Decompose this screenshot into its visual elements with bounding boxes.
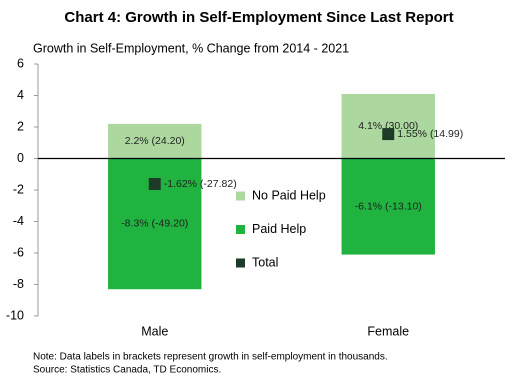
legend-swatch — [236, 258, 245, 268]
data-label: -6.1% (-13.10) — [355, 200, 422, 212]
y-tick-label: -6 — [13, 245, 24, 259]
legend-swatch — [236, 191, 245, 201]
x-tick-label: Female — [367, 324, 409, 338]
data-label: 4.1% (30.00) — [358, 120, 418, 132]
note: Note: Data labels in brackets represent … — [33, 352, 388, 363]
total-marker — [148, 178, 161, 191]
y-tick-label: 4 — [17, 88, 24, 102]
total-marker — [382, 128, 395, 141]
y-tick-label: -4 — [13, 214, 24, 228]
legend-label: No Paid Help — [252, 188, 326, 202]
y-tick-label: -8 — [13, 277, 24, 291]
data-label: -1.62% (-27.82) — [164, 178, 237, 190]
data-label: -8.3% (-49.20) — [121, 218, 188, 230]
x-tick-label: Male — [141, 324, 168, 338]
chart-title: Chart 4: Growth in Self-Employment Since… — [64, 9, 453, 26]
data-label: 1.55% (14.99) — [397, 128, 463, 140]
y-tick-label: -10 — [6, 308, 24, 322]
bar-segment — [341, 158, 435, 255]
y-tick-label: 0 — [17, 151, 24, 165]
legend-label: Paid Help — [252, 222, 306, 236]
y-tick-label: -2 — [13, 182, 24, 196]
chart-subtitle: Growth in Self-Employment, % Change from… — [33, 41, 349, 55]
bar-segment — [108, 123, 202, 159]
y-tick-label: 6 — [17, 56, 24, 70]
bar-segment — [341, 93, 435, 159]
legend-swatch — [236, 225, 245, 234]
y-tick-label: 2 — [17, 119, 24, 133]
legend-label: Total — [252, 255, 278, 269]
source: Source: Statistics Canada, TD Economics. — [33, 365, 221, 376]
data-label: 2.2% (24.20) — [125, 135, 185, 147]
